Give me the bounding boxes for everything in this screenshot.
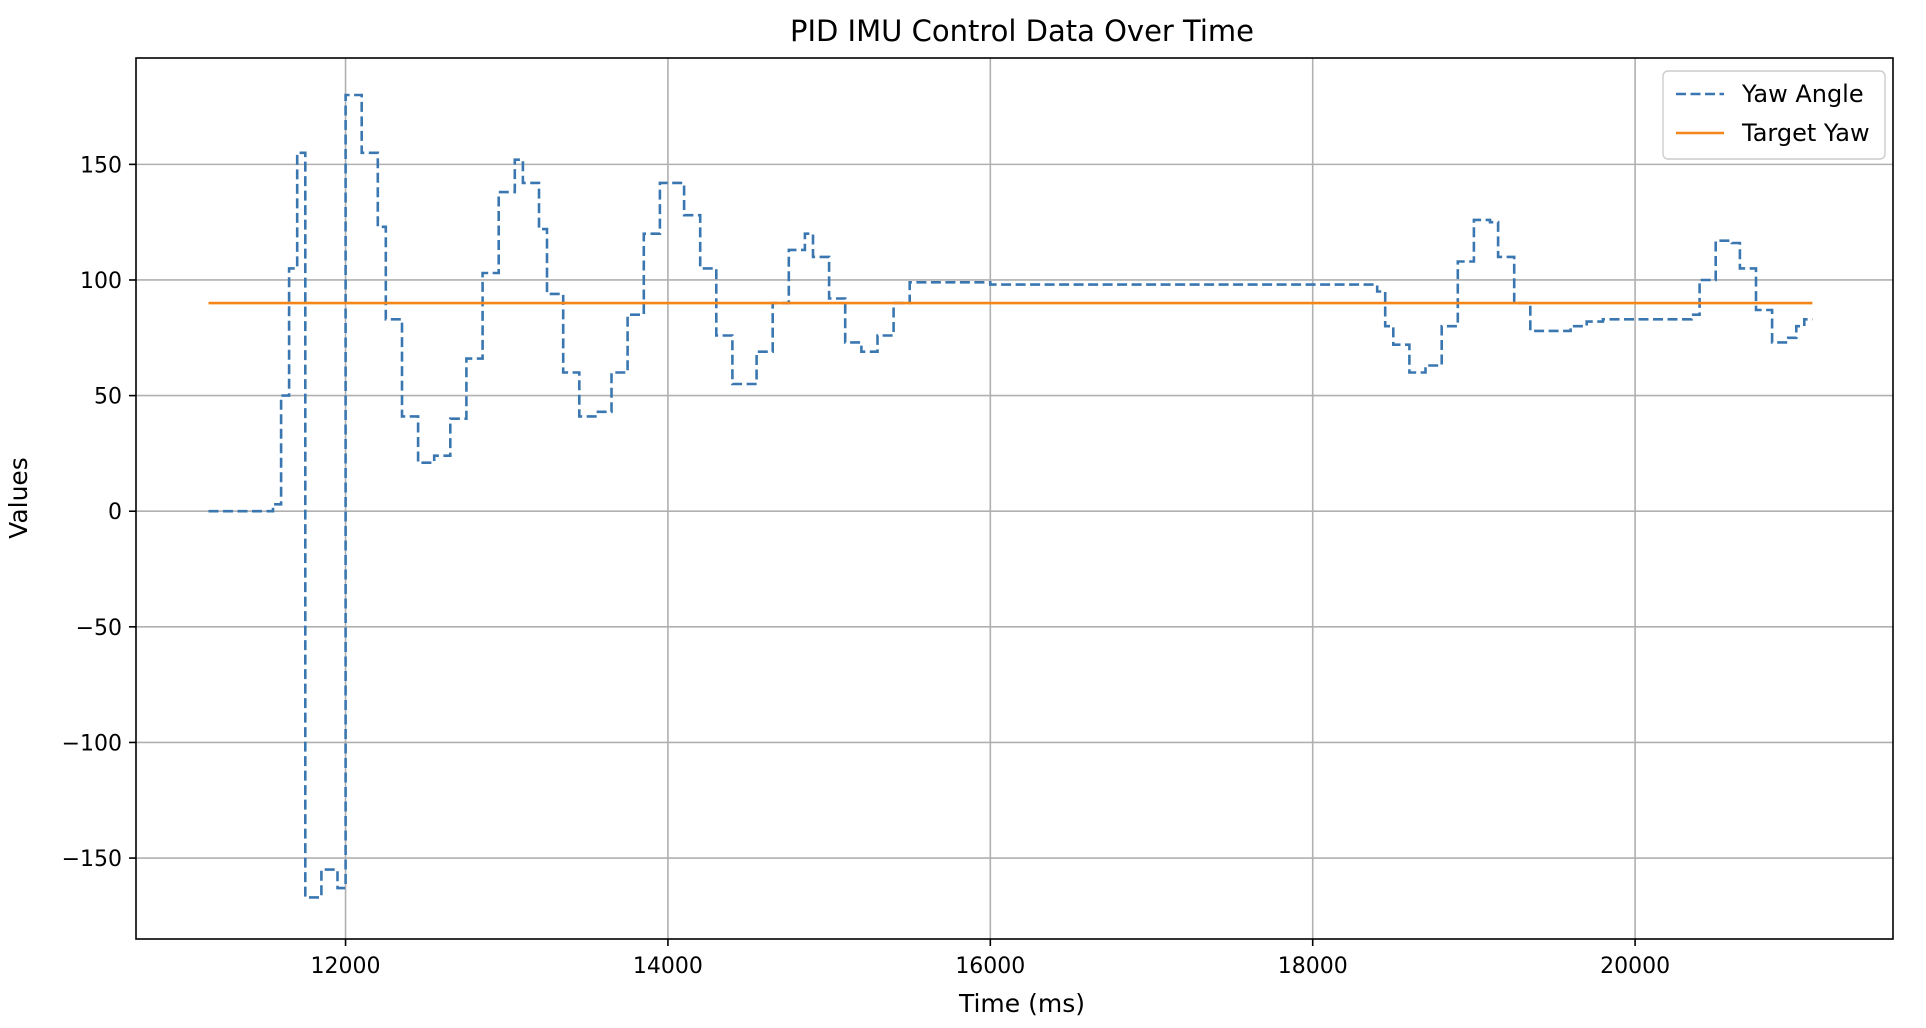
y-axis: −150 −100 −50 0 50 100 150 — [62, 153, 136, 872]
legend-box — [1662, 70, 1886, 160]
x-tick-label: 14000 — [633, 954, 703, 979]
y-tick-label: 0 — [108, 500, 122, 525]
y-tick-label: 100 — [80, 269, 122, 294]
grid-lines — [136, 58, 1893, 939]
x-tick-label: 18000 — [1278, 954, 1348, 979]
y-tick-label: 50 — [94, 385, 122, 410]
series-layer — [208, 93, 1813, 899]
y-tick-label: −50 — [76, 616, 122, 641]
legend-label-target-yaw: Target Yaw — [1741, 119, 1870, 147]
chart-title: PID IMU Control Data Over Time — [790, 14, 1254, 48]
y-tick-label: 150 — [80, 153, 122, 178]
legend: Yaw Angle Target Yaw — [1662, 70, 1886, 160]
x-tick-label: 20000 — [1600, 954, 1670, 979]
y-tick-label: −150 — [62, 847, 122, 872]
plot-frame — [135, 57, 1894, 940]
x-tick-label: 16000 — [955, 954, 1025, 979]
x-axis: 12000 14000 16000 18000 20000 — [311, 939, 1670, 979]
x-axis-label: Time (ms) — [958, 989, 1085, 1018]
y-tick-label: −100 — [62, 731, 122, 756]
legend-label-yaw-angle: Yaw Angle — [1741, 80, 1864, 108]
y-axis-label: Values — [4, 457, 33, 539]
x-tick-label: 12000 — [311, 954, 381, 979]
